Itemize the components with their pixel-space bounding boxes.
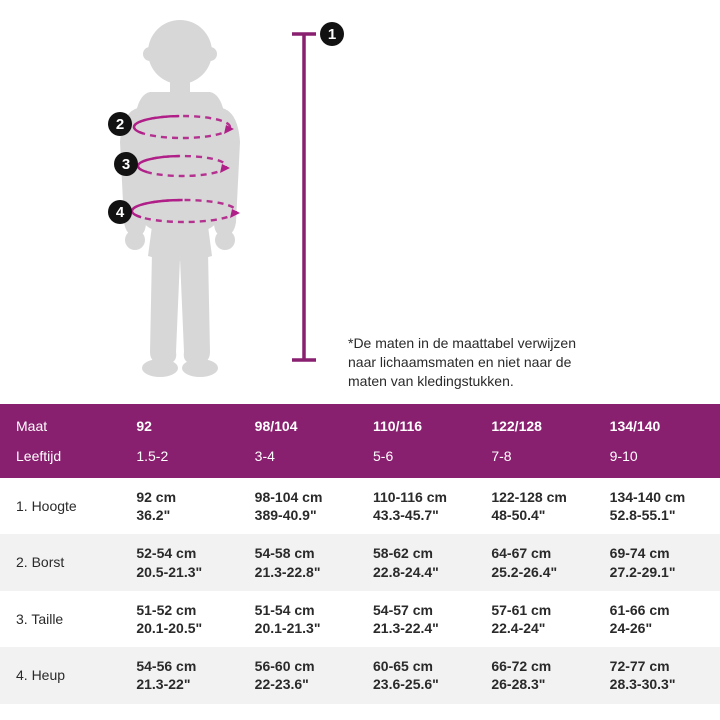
table-row: 2. Borst52-54 cm20.5-21.3"54-58 cm21.3-2…	[0, 534, 720, 590]
header-age-2: 5-6	[365, 438, 483, 478]
header-age-0: 1.5-2	[128, 438, 246, 478]
measurement-cell: 51-54 cm20.1-21.3"	[247, 591, 365, 647]
badge-2-label: 2	[116, 116, 124, 133]
badge-1: 1	[320, 22, 344, 46]
measurement-cell: 54-56 cm21.3-22"	[128, 647, 246, 703]
measurement-cell: 64-67 cm25.2-26.4"	[483, 534, 601, 590]
header-age-4: 9-10	[602, 438, 720, 478]
footnote: *De maten in de maattabel verwijzen naar…	[348, 334, 658, 391]
hip-measure-line	[128, 196, 240, 226]
badge-2: 2	[108, 112, 132, 136]
footnote-line: maten van kledingstukken.	[348, 373, 514, 389]
measurement-cell: 58-62 cm22.8-24.4"	[365, 534, 483, 590]
row-label: 1. Hoogte	[0, 478, 128, 534]
footnote-line: *De maten in de maattabel verwijzen	[348, 335, 576, 351]
measurement-cell: 98-104 cm389-40.9"	[247, 478, 365, 534]
measurement-cell: 60-65 cm23.6-25.6"	[365, 647, 483, 703]
badge-1-label: 1	[328, 26, 336, 43]
table-row: 1. Hoogte92 cm36.2"98-104 cm389-40.9"110…	[0, 478, 720, 534]
header-size-0: 92	[128, 404, 246, 438]
badge-4-label: 4	[116, 204, 124, 221]
diagram-section: 1 2 3 4 *De maten in de maattabel verwij…	[0, 0, 720, 404]
measurement-cell: 52-54 cm20.5-21.3"	[128, 534, 246, 590]
badge-3-label: 3	[122, 156, 130, 173]
table-row: 4. Heup54-56 cm21.3-22"56-60 cm22-23.6"6…	[0, 647, 720, 703]
measurement-cell: 57-61 cm22.4-24"	[483, 591, 601, 647]
measurement-cell: 51-52 cm20.1-20.5"	[128, 591, 246, 647]
measurement-cell: 72-77 cm28.3-30.3"	[602, 647, 720, 703]
header-size-3: 122/128	[483, 404, 601, 438]
measurement-cell: 110-116 cm43.3-45.7"	[365, 478, 483, 534]
header-age-1: 3-4	[247, 438, 365, 478]
height-ruler	[302, 30, 306, 360]
header-age-3: 7-8	[483, 438, 601, 478]
measurement-cell: 54-58 cm21.3-22.8"	[247, 534, 365, 590]
row-label: 4. Heup	[0, 647, 128, 703]
measurement-cell: 122-128 cm48-50.4"	[483, 478, 601, 534]
footnote-line: naar lichaamsmaten en niet naar de	[348, 354, 571, 370]
row-label: 2. Borst	[0, 534, 128, 590]
header-size-1: 98/104	[247, 404, 365, 438]
child-silhouette	[80, 12, 280, 382]
size-table: Maat9298/104110/116122/128134/140 Leeftij…	[0, 404, 720, 704]
table-body: 1. Hoogte92 cm36.2"98-104 cm389-40.9"110…	[0, 478, 720, 704]
table-row: 3. Taille51-52 cm20.1-20.5"51-54 cm20.1-…	[0, 591, 720, 647]
measurement-cell: 92 cm36.2"	[128, 478, 246, 534]
measurement-cell: 134-140 cm52.8-55.1"	[602, 478, 720, 534]
measurement-cell: 69-74 cm27.2-29.1"	[602, 534, 720, 590]
row-label: 3. Taille	[0, 591, 128, 647]
header-size-2: 110/116	[365, 404, 483, 438]
measurement-cell: 56-60 cm22-23.6"	[247, 647, 365, 703]
table-header: Maat9298/104110/116122/128134/140 Leeftij…	[0, 404, 720, 478]
measurement-cell: 61-66 cm24-26"	[602, 591, 720, 647]
header-size-label: Maat	[0, 404, 128, 438]
measurement-cell: 54-57 cm21.3-22.4"	[365, 591, 483, 647]
badge-3: 3	[114, 152, 138, 176]
header-size-4: 134/140	[602, 404, 720, 438]
badge-4: 4	[108, 200, 132, 224]
header-age-label: Leeftijd	[0, 438, 128, 478]
waist-measure-line	[134, 152, 230, 180]
chest-measure-line	[130, 112, 234, 142]
measurement-cell: 66-72 cm26-28.3"	[483, 647, 601, 703]
